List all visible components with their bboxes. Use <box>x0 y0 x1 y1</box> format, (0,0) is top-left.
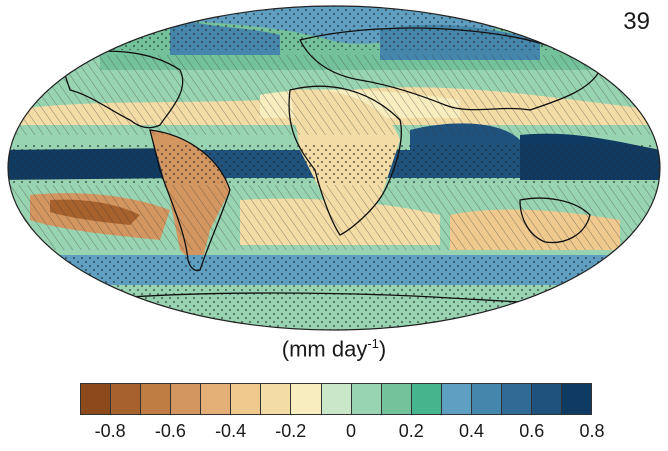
colorbar-swatch <box>531 384 562 414</box>
colorbar-swatch <box>201 384 232 414</box>
colorbar <box>80 383 592 415</box>
colorbar-tick-label: -0.8 <box>94 421 126 441</box>
colorbar-tick-label: -0.4 <box>215 421 247 441</box>
colorbar-swatch <box>381 384 412 414</box>
colorbar-swatch <box>141 384 172 414</box>
colorbar-swatch <box>291 384 322 414</box>
colorbar-tick-label: 0.4 <box>459 421 485 441</box>
units-label: (mm day-1) <box>0 336 668 362</box>
map-content <box>8 6 660 330</box>
colorbar-swatch <box>351 384 382 414</box>
colorbar-swatch <box>171 384 202 414</box>
colorbar-tick-label: 0.8 <box>579 421 605 441</box>
colorbar-tick-label: -0.2 <box>275 421 307 441</box>
colorbar-ticks: -0.8 -0.6 -0.4 -0.2 0 0.2 0.4 0.6 0.8 <box>80 421 605 443</box>
colorbar-tick-label: 0.6 <box>519 421 545 441</box>
colorbar-tick-label: 0 <box>346 421 357 441</box>
colorbar-tick-label: -0.6 <box>154 421 186 441</box>
colorbar-swatch <box>501 384 532 414</box>
colorbar-tick-label: 0.2 <box>398 421 424 441</box>
colorbar-swatch <box>562 384 592 414</box>
colorbar-swatch <box>471 384 502 414</box>
colorbar-swatch <box>261 384 292 414</box>
units-close: ) <box>378 336 387 362</box>
units-exponent: -1 <box>367 336 379 351</box>
model-count-label: 39 <box>623 8 650 35</box>
colorbar-swatch <box>231 384 262 414</box>
units-base: (mm day <box>281 336 368 362</box>
precipitation-change-map <box>7 5 661 331</box>
colorbar-swatch <box>111 384 142 414</box>
colorbar-swatch <box>441 384 472 414</box>
colorbar-swatch <box>411 384 442 414</box>
colorbar-swatch <box>81 384 112 414</box>
colorbar-swatch <box>321 384 352 414</box>
